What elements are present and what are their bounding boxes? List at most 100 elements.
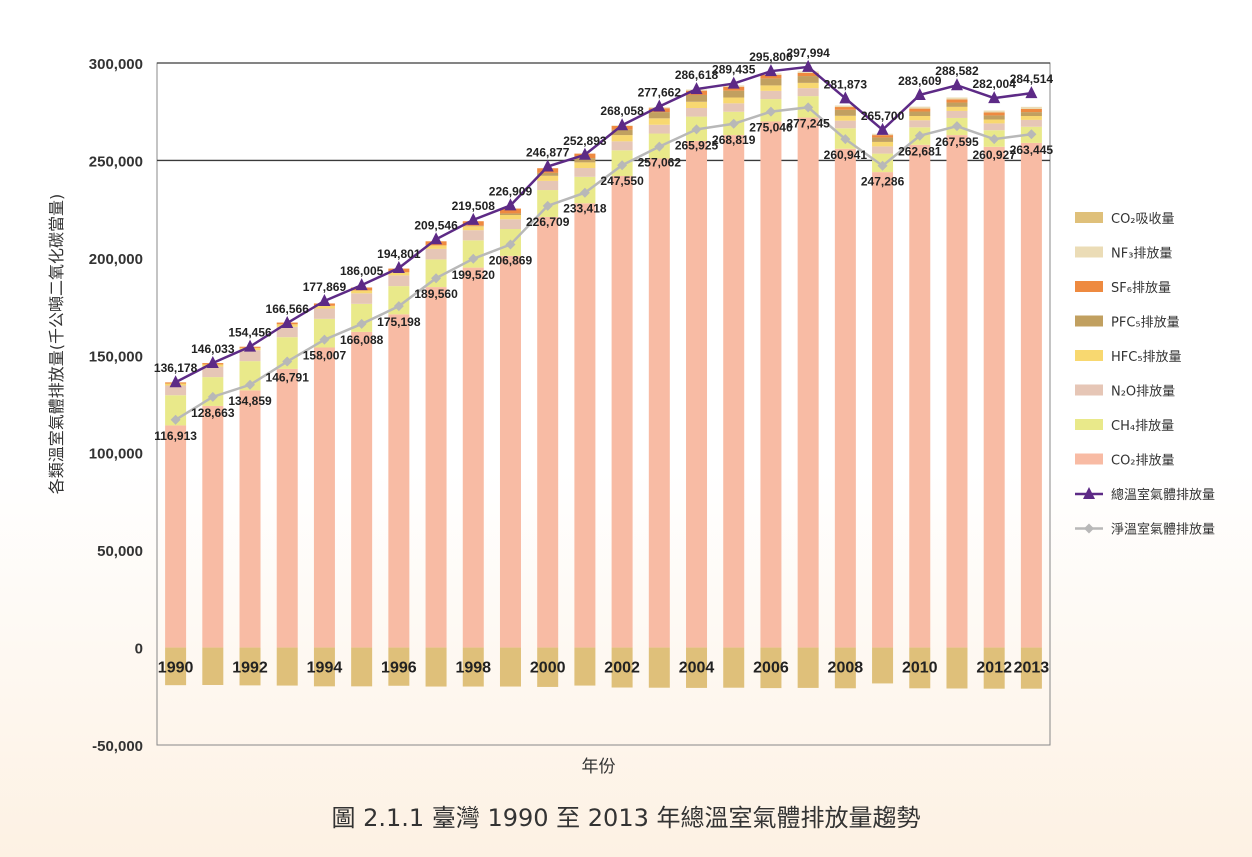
y-tick-label: 250,000	[89, 153, 143, 170]
bar-segment-sf6	[1020, 108, 1042, 113]
legend-label: SF₆排放量	[1111, 281, 1171, 296]
bar-segment-co2-emission	[648, 158, 670, 648]
net-value-label: 166,088	[340, 333, 384, 347]
net-emissions-marker	[356, 318, 367, 329]
bar-segment-pfcs	[760, 78, 782, 86]
bar-segment-hfcs	[797, 82, 819, 89]
total-value-label: 226,909	[489, 184, 533, 198]
bar-segment-co2-emission	[425, 287, 447, 648]
net-value-label: 247,286	[861, 175, 905, 189]
bar-segment-hfcs	[872, 141, 894, 147]
legend-marker-total	[1083, 487, 1095, 499]
total-value-label: 219,508	[452, 199, 496, 213]
total-emissions-marker	[504, 198, 517, 211]
net-emissions-marker	[728, 118, 739, 129]
net-value-label: 275,040	[749, 121, 793, 135]
net-emissions-marker	[282, 356, 293, 367]
net-emissions-marker	[207, 391, 218, 402]
net-value-label: 233,418	[563, 202, 607, 216]
net-emissions-marker	[654, 141, 665, 152]
bar-segment-pfcs	[834, 109, 856, 116]
bar-segment-pfcs	[723, 90, 745, 98]
bar-segment-hfcs	[537, 175, 559, 181]
net-emissions-marker	[393, 301, 404, 312]
y-tick-label: 50,000	[97, 543, 143, 560]
net-value-label: 268,819	[712, 133, 756, 147]
net-value-label: 257,062	[638, 156, 682, 170]
net-emissions-line	[174, 106, 1032, 421]
net-value-label: 277,245	[786, 116, 830, 130]
bar-segment-n2o	[797, 88, 819, 97]
total-value-label: 146,033	[191, 342, 235, 356]
total-value-label: 295,800	[749, 50, 793, 64]
bar-segment-co2-sink	[834, 647, 856, 689]
total-emissions-marker	[467, 212, 480, 225]
total-value-label: 177,869	[303, 280, 347, 294]
net-value-label: 116,913	[154, 429, 197, 443]
bar-segment-co2-emission	[499, 255, 521, 648]
bar-segment-n2o	[611, 141, 633, 151]
net-emissions-marker	[468, 253, 479, 264]
bar-segment-sf6	[499, 208, 521, 214]
bar-segment-co2-emission	[165, 425, 187, 648]
net-value-label: 260,927	[972, 148, 1016, 162]
net-emissions-marker	[245, 379, 256, 390]
total-value-label: 282,004	[972, 77, 1016, 91]
bar-segment-n2o	[276, 326, 298, 338]
x-tick-label: 2008	[828, 660, 864, 677]
legend-swatch-ch4	[1075, 419, 1103, 430]
bar-segment-co2-sink	[872, 647, 894, 684]
x-tick-label: 2006	[753, 660, 789, 677]
legend-label: HFC₅排放量	[1111, 350, 1182, 365]
net-emissions-marker	[170, 414, 181, 425]
x-tick-label: 1998	[455, 660, 491, 677]
bar-segment-co2-emission	[909, 144, 931, 648]
bar-segment-pfcs	[909, 111, 931, 117]
total-value-label: 154,456	[228, 326, 272, 340]
bar-segment-sf6	[760, 74, 782, 79]
x-tick-label: 2004	[679, 660, 715, 677]
total-value-label: 281,873	[824, 77, 868, 91]
net-emissions-marker	[617, 160, 628, 171]
bar-segment-n2o	[1020, 119, 1042, 127]
bar-segment-pfcs	[872, 137, 894, 142]
bar-segment-n2o	[462, 230, 484, 241]
total-emissions-marker	[764, 64, 777, 77]
bar-segment-n2o	[686, 108, 708, 117]
bar-segment-hfcs	[351, 290, 373, 294]
total-emissions-marker	[802, 59, 815, 72]
bar-segment-co2-emission	[797, 117, 819, 648]
bar-segment-n2o	[351, 293, 373, 304]
bar-segment-n2o	[946, 110, 968, 118]
bar-segment-n2o	[834, 120, 856, 129]
total-value-label: 283,609	[898, 74, 942, 88]
legend-swatch-co2-emission	[1075, 453, 1103, 465]
bar-segment-ch4	[313, 318, 335, 348]
bar-segment-pfcs	[686, 94, 708, 102]
y-tick-label: 200,000	[89, 251, 143, 268]
bar-segment-n2o	[165, 385, 187, 396]
legend-marker-net	[1084, 523, 1094, 534]
bar-segment-n2o	[760, 90, 782, 100]
bar-segment-n2o	[425, 248, 447, 260]
total-value-label: 289,435	[712, 63, 756, 77]
total-emissions-marker	[318, 293, 331, 306]
total-value-label: 136,178	[154, 361, 198, 375]
x-axis-label: 年份	[582, 757, 616, 777]
bar-segment-nf3	[797, 71, 819, 73]
bar-segment-hfcs	[425, 245, 447, 249]
bar-segment-n2o	[872, 146, 894, 154]
bar-segment-co2-emission	[202, 405, 224, 648]
bar-segment-co2-emission	[723, 135, 745, 648]
net-value-label: 260,941	[824, 148, 868, 162]
bar-segment-n2o	[239, 350, 261, 362]
bar-segment-pfcs	[462, 225, 484, 227]
net-value-label: 146,791	[266, 371, 310, 385]
bar-segment-n2o	[648, 124, 670, 134]
total-value-label: 268,058	[600, 104, 644, 118]
total-value-label: 286,618	[675, 68, 719, 82]
bar-segment-hfcs	[313, 305, 335, 309]
total-value-label: 252,893	[563, 134, 607, 148]
bar-segment-co2-sink	[909, 647, 931, 689]
x-tick-label: 1994	[307, 660, 343, 677]
